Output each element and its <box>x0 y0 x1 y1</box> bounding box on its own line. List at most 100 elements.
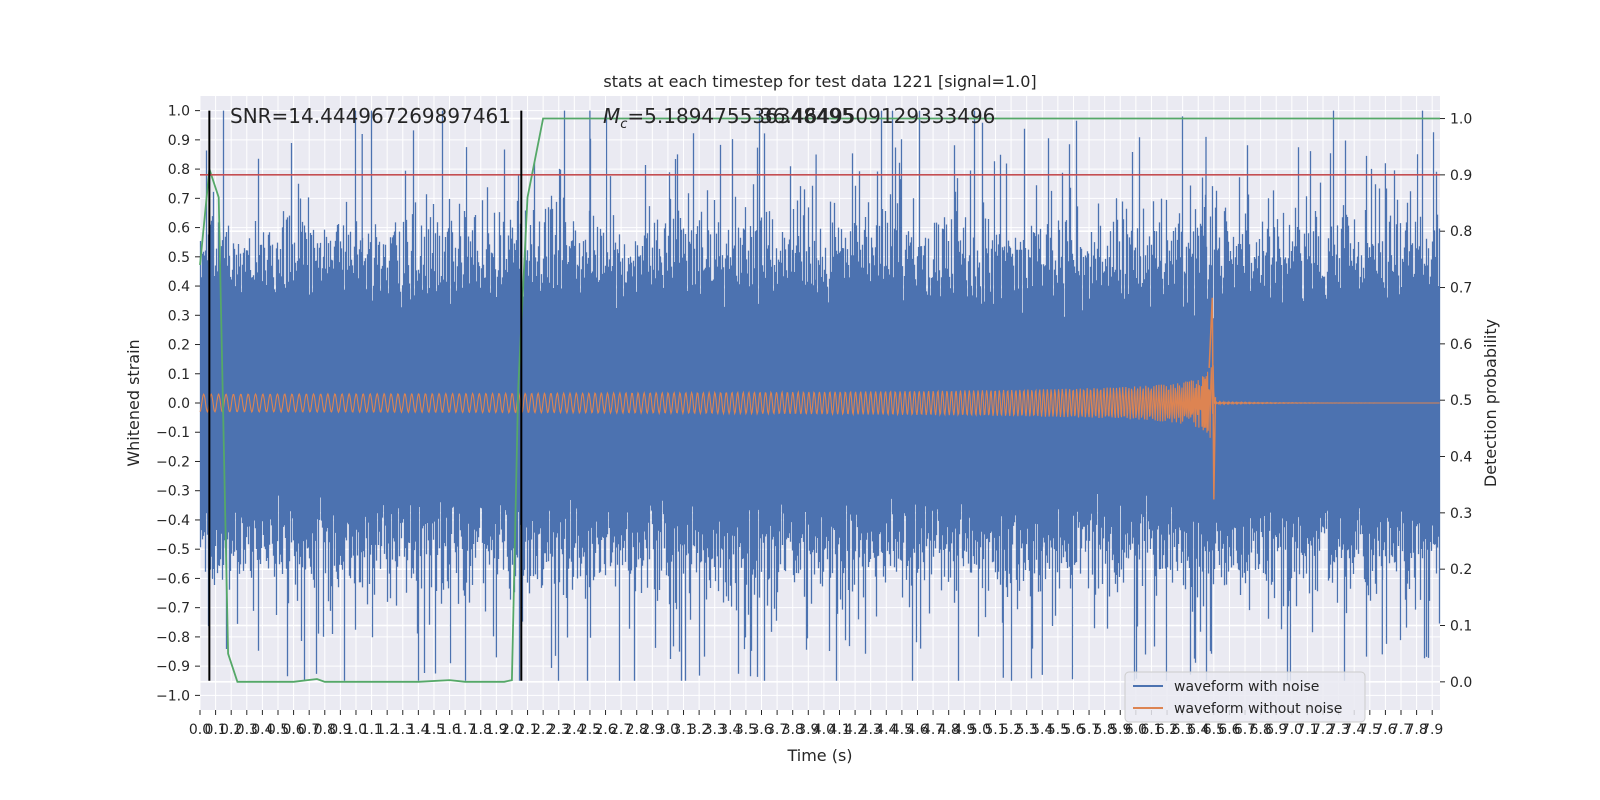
x-tick-label: 0.8 <box>314 722 336 738</box>
x-tick-label: 6.2 <box>1156 722 1178 738</box>
snr-annotation: SNR=14.444967269897461 <box>230 104 511 128</box>
y-tick-label: 0.5 <box>168 250 190 266</box>
x-tick-label: 3.3 <box>704 722 726 738</box>
x-tick-label: 5.5 <box>1047 722 1069 738</box>
x-tick-label: 7.5 <box>1359 722 1381 738</box>
x-axis-label: Time (s) <box>786 746 852 765</box>
y2-tick-label: 0.4 <box>1450 450 1472 466</box>
x-tick-label: 2.2 <box>532 722 554 738</box>
x-tick-label: 1.4 <box>407 722 429 738</box>
x-tick-label: 0.6 <box>282 722 304 738</box>
y-tick-label: 0.7 <box>168 191 190 207</box>
x-tick-label: 3.0 <box>657 722 679 738</box>
x-tick-label: 6.7 <box>1234 722 1256 738</box>
x-tick-label: 0.1 <box>204 722 226 738</box>
x-tick-label: 4.3 <box>860 722 882 738</box>
x-tick-label: 2.8 <box>626 722 648 738</box>
x-tick-label: 6.8 <box>1249 722 1271 738</box>
y2-tick-label: 0.5 <box>1450 393 1472 409</box>
y-tick-label: −0.8 <box>156 630 190 646</box>
merger-spike <box>1208 297 1217 500</box>
x-tick-label: 0.0 <box>189 722 211 738</box>
x-tick-label: 1.0 <box>345 722 367 738</box>
vertical-markers <box>208 110 523 681</box>
y-tick-label: 0.3 <box>168 308 190 324</box>
y2-tick-label: 0.2 <box>1450 562 1472 578</box>
x-tick-label: 2.3 <box>548 722 570 738</box>
y-axis-ticks: 1.0 0.9 0.8 0.7 0.6 0.5 0.4 0.3 0.2 0.1 0.0 −0.1 −0.… <box>156 104 200 704</box>
x-tick-label: 3.2 <box>688 722 710 738</box>
y-tick-label: 1.0 <box>168 104 190 120</box>
series-detection-probability <box>199 117 1440 683</box>
y2-tick-label: 0.6 <box>1450 337 1472 353</box>
y-axis-label: Whitened strain <box>124 339 143 466</box>
chirp-mass-overlap-text: 36.4649509129333496 <box>760 104 995 128</box>
x-tick-label: 6.4 <box>1187 722 1209 738</box>
x-tick-label: 7.1 <box>1296 722 1318 738</box>
y-tick-label: 0.9 <box>168 133 190 149</box>
x-tick-label: 0.7 <box>298 722 320 738</box>
x-tick-label: 0.4 <box>251 722 273 738</box>
y-tick-label: 0.2 <box>168 338 190 354</box>
x-tick-label: 1.1 <box>360 722 382 738</box>
x-tick-label: 3.9 <box>797 722 819 738</box>
x-tick-label: 6.5 <box>1203 722 1225 738</box>
y-tick-label: −0.6 <box>156 571 190 587</box>
x-tick-label: 5.1 <box>984 722 1006 738</box>
x-tick-label: 4.5 <box>891 722 913 738</box>
detection-probability-line <box>199 117 1440 683</box>
y-tick-label: 0.4 <box>168 279 190 295</box>
legend-label-clean: waveform without noise <box>1174 701 1342 717</box>
y2-tick-label: 1.0 <box>1450 112 1472 128</box>
y-tick-label: −0.1 <box>156 425 190 441</box>
legend: waveform with noise waveform without noi… <box>1124 671 1366 723</box>
x-tick-label: 5.2 <box>1000 722 1022 738</box>
y2-axis-label: Detection probability <box>1481 319 1500 487</box>
x-tick-label: 3.8 <box>782 722 804 738</box>
x-tick-label: 3.5 <box>735 722 757 738</box>
y-tick-label: 0.1 <box>168 367 190 383</box>
y2-tick-label: 0.3 <box>1450 506 1472 522</box>
x-tick-label: 2.6 <box>594 722 616 738</box>
x-tick-label: 6.0 <box>1125 722 1147 738</box>
clean-waveform-path <box>199 365 1440 438</box>
x-tick-label: 5.3 <box>1016 722 1038 738</box>
x-tick-label: 7.8 <box>1405 722 1427 738</box>
x-tick-label: 7.3 <box>1327 722 1349 738</box>
y-tick-label: −0.2 <box>156 454 190 470</box>
x-tick-label: 7.4 <box>1343 722 1365 738</box>
x-tick-label: 1.7 <box>454 722 476 738</box>
y-tick-label: −0.7 <box>156 601 190 617</box>
x-tick-label: 4.0 <box>813 722 835 738</box>
x-tick-label: 2.1 <box>516 722 538 738</box>
x-tick-label: 6.3 <box>1172 722 1194 738</box>
x-tick-label: 6.6 <box>1218 722 1240 738</box>
x-tick-label: 1.3 <box>392 722 414 738</box>
legend-label-noise: waveform with noise <box>1174 679 1319 695</box>
x-tick-label: 6.1 <box>1140 722 1162 738</box>
y2-tick-label: 0.7 <box>1450 281 1472 297</box>
x-tick-label: 7.9 <box>1421 722 1443 738</box>
x-tick-label: 2.5 <box>579 722 601 738</box>
y2-axis-ticks: 1.0 0.9 0.8 0.7 0.6 0.5 0.4 0.3 0.2 0.1 0.0 <box>1440 112 1472 691</box>
x-tick-label: 3.4 <box>719 722 741 738</box>
x-tick-label: 7.0 <box>1281 722 1303 738</box>
y-tick-label: −0.4 <box>156 513 190 529</box>
x-tick-label: 4.7 <box>922 722 944 738</box>
x-tick-label: 1.2 <box>376 722 398 738</box>
x-tick-label: 0.5 <box>267 722 289 738</box>
x-tick-label: 0.2 <box>220 722 242 738</box>
x-tick-label: 3.6 <box>750 722 772 738</box>
y-tick-label: −0.9 <box>156 659 190 675</box>
chirp-mass-annotation: Mc=5.189475536348495 <box>603 104 854 132</box>
x-tick-label: 4.4 <box>875 722 897 738</box>
x-tick-label: 4.2 <box>844 722 866 738</box>
x-tick-label: 2.4 <box>563 722 585 738</box>
x-tick-label: 1.8 <box>470 722 492 738</box>
x-tick-label: 4.6 <box>906 722 928 738</box>
y2-tick-label: 0.9 <box>1450 168 1472 184</box>
x-tick-label: 5.7 <box>1078 722 1100 738</box>
y-tick-label: −0.3 <box>156 484 190 500</box>
x-tick-label: 5.0 <box>969 722 991 738</box>
x-axis-ticks: 0.00.10.20.30.40.50.60.70.80.91.01.11.21… <box>189 710 1443 738</box>
